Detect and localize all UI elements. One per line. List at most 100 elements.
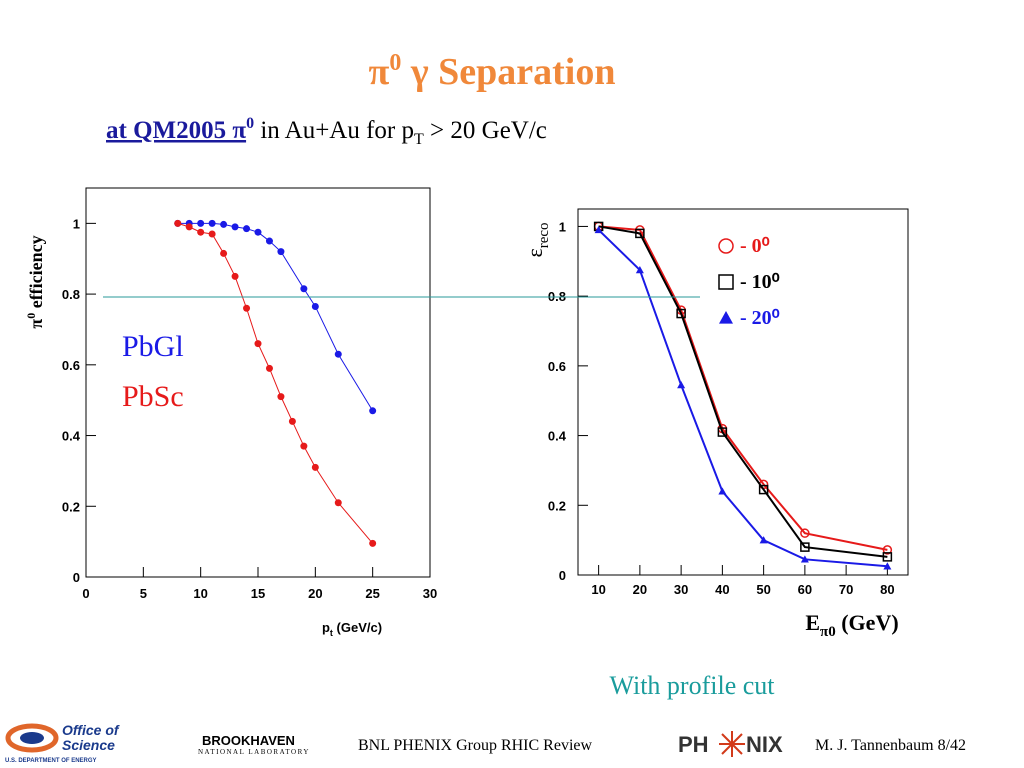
point	[254, 340, 262, 348]
x-axis-label: Eπ0 (GeV)	[805, 610, 898, 640]
label-sub: reco	[536, 222, 552, 248]
label-part: efficiency	[26, 235, 46, 312]
footer-center: BNL PHENIX Group RHIC Review	[358, 737, 593, 754]
label-part: (GeV/c)	[333, 620, 382, 635]
title-part: π	[369, 51, 390, 93]
label-part: p	[322, 620, 330, 635]
point	[197, 219, 205, 227]
note: With profile cut	[609, 671, 775, 700]
point	[717, 427, 728, 437]
point	[174, 219, 182, 227]
point	[288, 417, 296, 425]
legend-label: - 0⁰	[740, 235, 770, 257]
point	[265, 237, 273, 245]
slide-title: π0 γ Separation	[369, 50, 616, 93]
x-axis-label: pt (GeV/c)	[322, 620, 382, 638]
slide-subtitle: at QM2005 π0 in Au+Au for pT > 20 GeV/c	[106, 115, 547, 148]
label-part: π	[26, 319, 46, 329]
logo-text: PH	[678, 732, 709, 757]
point	[243, 304, 251, 312]
y-tick-label: 1	[559, 219, 566, 234]
subtitle-sup: 0	[246, 115, 254, 132]
y-tick-label: 0.4	[62, 429, 81, 444]
point	[208, 230, 216, 238]
subtitle-part: at QM2005 π	[106, 117, 246, 144]
y-axis-label: π0 efficiency	[24, 235, 46, 328]
x-tick-label: 50	[756, 582, 770, 597]
logo-text: NIX	[746, 732, 783, 757]
logo-phenix: PH NIX	[678, 731, 783, 757]
y-tick-label: 0.6	[548, 359, 566, 374]
x-tick-label: 0	[82, 586, 89, 601]
logo-text: NATIONAL LABORATORY	[198, 748, 310, 756]
x-tick-label: 40	[715, 582, 729, 597]
y-tick-label: 0.8	[62, 287, 80, 302]
point	[220, 249, 228, 257]
point	[300, 285, 308, 293]
logo-shape	[5, 723, 59, 753]
point	[882, 552, 893, 562]
y-tick-label: 0	[559, 568, 566, 583]
logo-text: BROOKHAVEN	[202, 733, 295, 748]
title-part: γ Separation	[401, 51, 615, 93]
x-tick-label: 15	[251, 586, 265, 601]
point	[718, 487, 727, 495]
point	[676, 308, 686, 319]
series-line	[598, 225, 888, 558]
point	[311, 463, 319, 471]
point	[635, 228, 645, 239]
logo-brookhaven: BROOKHAVEN NATIONAL LABORATORY	[198, 733, 310, 756]
legend-label: PbGl	[122, 330, 184, 363]
legend-label: - 10⁰	[740, 271, 780, 293]
x-tick-label: 10	[193, 586, 207, 601]
y-tick-label: 0.4	[548, 429, 567, 444]
point	[231, 272, 239, 280]
x-tick-label: 30	[423, 586, 437, 601]
point	[882, 545, 893, 555]
footer-right: M. J. Tannenbaum 8/42	[815, 737, 966, 754]
y-tick-label: 1	[73, 216, 80, 231]
point	[800, 542, 810, 552]
point	[265, 364, 273, 372]
point	[197, 228, 205, 236]
subtitle-part: > 20 GeV/c	[424, 117, 547, 144]
point	[677, 381, 686, 389]
y-tick-label: 0.2	[548, 498, 566, 513]
x-tick-label: 20	[633, 582, 647, 597]
point	[311, 302, 319, 310]
point	[800, 528, 810, 538]
label-part: ε	[522, 248, 547, 257]
legend-label: PbSc	[122, 380, 184, 413]
point	[369, 539, 377, 547]
point	[254, 228, 262, 236]
label-part: (GeV)	[836, 610, 899, 635]
logo-shape	[20, 732, 44, 744]
subtitle-part: in Au+Au for p	[254, 117, 414, 144]
point	[277, 248, 285, 256]
point	[243, 225, 251, 233]
x-tick-label: 25	[365, 586, 379, 601]
label-sub: π0	[820, 624, 836, 640]
logo-text: Science	[62, 737, 115, 753]
point	[718, 238, 734, 254]
point	[594, 225, 603, 234]
label-sup: 0	[24, 313, 38, 319]
plot-frame	[577, 208, 909, 576]
label-part: E	[805, 610, 820, 635]
point	[334, 350, 342, 358]
logo-text: Office of	[62, 722, 120, 738]
point	[758, 484, 769, 495]
label-sub: t	[330, 628, 333, 638]
point	[208, 219, 216, 227]
y-tick-label: 0.2	[62, 499, 80, 514]
y-tick-label: 0	[73, 570, 80, 585]
x-tick-label: 60	[798, 582, 812, 597]
x-tick-label: 80	[880, 582, 894, 597]
x-tick-label: 20	[308, 586, 322, 601]
legend-label: - 20⁰	[740, 307, 780, 329]
x-tick-label: 10	[591, 582, 605, 597]
point	[718, 274, 734, 290]
point	[759, 536, 768, 544]
point	[369, 407, 377, 415]
